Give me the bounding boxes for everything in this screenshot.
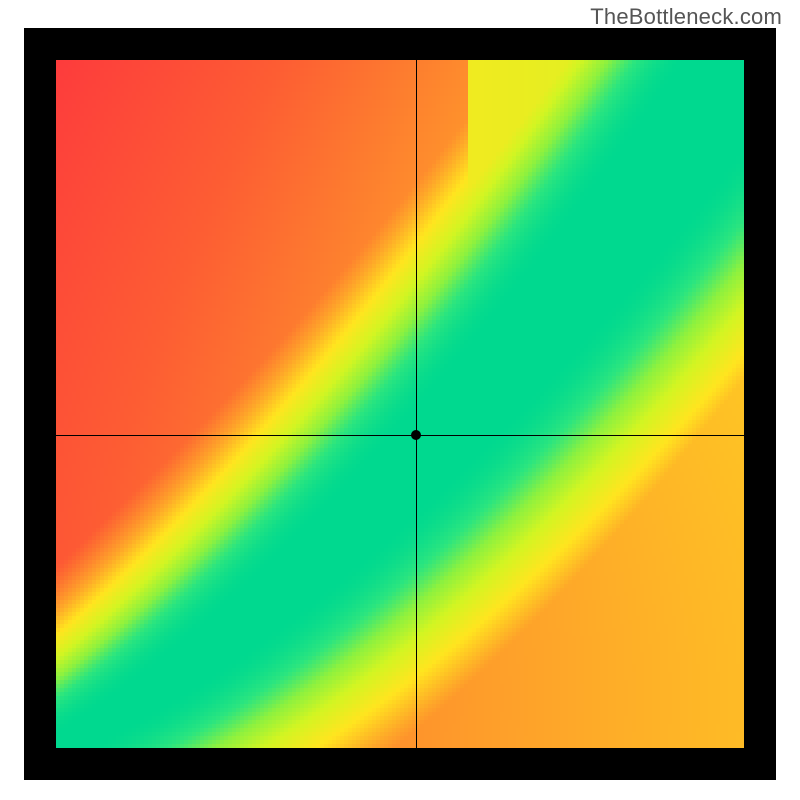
- crosshair-horizontal: [56, 435, 744, 436]
- crosshair-vertical: [416, 60, 417, 748]
- chart-frame: [24, 28, 776, 780]
- watermark: TheBottleneck.com: [590, 4, 782, 30]
- marker-dot: [411, 430, 421, 440]
